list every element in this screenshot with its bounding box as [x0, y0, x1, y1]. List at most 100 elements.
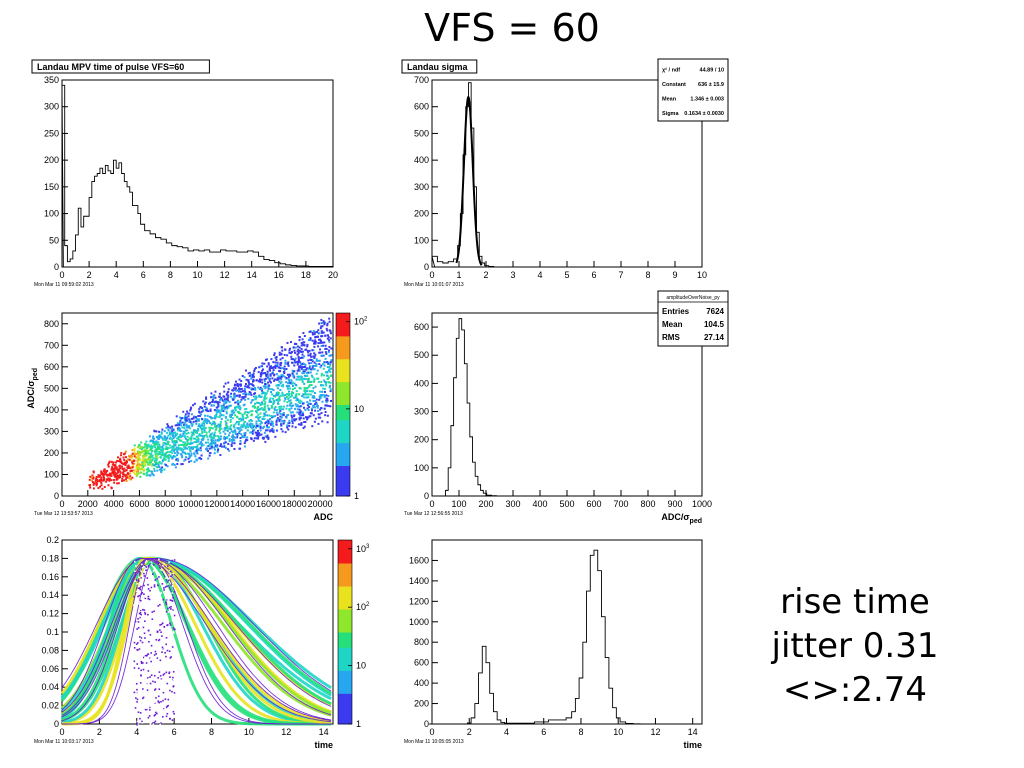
pulse-scatter: [152, 628, 154, 631]
pulse-scatter: [159, 723, 162, 726]
heatmap-cell: [143, 453, 146, 456]
heatmap-cell: [143, 468, 146, 471]
heatmap-cell: [297, 378, 300, 381]
heatmap-cell: [189, 442, 192, 445]
heatmap-cell: [138, 446, 141, 449]
heatmap-cell: [296, 411, 299, 414]
heatmap-cell: [290, 352, 293, 355]
heatmap-cell: [156, 456, 159, 459]
pulse-scatter: [141, 563, 143, 566]
heatmap-cell: [298, 359, 301, 362]
x-tick-label: 1000: [692, 499, 712, 509]
heatmap-cell: [121, 480, 124, 483]
heatmap-cell: [120, 452, 123, 455]
pulse-scatter: [138, 587, 141, 590]
heatmap-cell: [236, 394, 239, 397]
heatmap-cell: [212, 394, 215, 397]
pulse-scatter: [154, 711, 157, 714]
heatmap-cell: [327, 376, 330, 379]
heatmap-cell: [276, 417, 279, 420]
pulse-scatter: [133, 709, 135, 711]
heatmap-cell: [226, 429, 229, 432]
heatmap-cell: [147, 449, 150, 452]
pulse-scatter: [145, 587, 148, 590]
heatmap-cell: [184, 458, 187, 461]
pulse-scatter: [149, 589, 151, 592]
plot-pulses: 0 2 4 6 8 10 12 1400.020.040.060.080.10.120.140…: [34, 535, 334, 750]
heatmap-cell: [232, 387, 235, 390]
heatmap-cell: [198, 411, 201, 414]
heatmap-cell: [245, 438, 248, 441]
heatmap-cell: [143, 473, 146, 476]
heatmap-cell: [318, 398, 321, 401]
heatmap-cell: [200, 434, 203, 437]
heatmap-cell: [123, 458, 126, 461]
pulse-scatter: [149, 705, 151, 707]
heatmap-cell: [296, 345, 299, 348]
timestamp: Mon Mar 11 10:05:05 2013: [404, 739, 464, 745]
heatmap-cell: [290, 351, 293, 354]
heatmap-cell: [126, 475, 129, 478]
heatmap-cell: [305, 371, 308, 374]
pulse-scatter: [144, 611, 146, 614]
heatmap-cell: [296, 375, 299, 378]
subscript: ped: [690, 518, 702, 525]
y-tick-label: 0: [424, 262, 429, 272]
x-tick-label: 2: [87, 270, 92, 280]
heatmap-cell: [216, 400, 219, 403]
pulse-scatter: [138, 663, 140, 666]
heatmap-cell: [323, 407, 326, 410]
heatmap-cell: [113, 474, 116, 477]
heatmap-cell: [292, 375, 295, 378]
heatmap-cell: [183, 431, 186, 434]
heatmap-cell: [107, 477, 110, 480]
heatmap-cell: [148, 461, 151, 464]
heatmap-cell: [234, 432, 237, 435]
heatmap-cell: [310, 355, 313, 358]
heatmap-cell: [202, 400, 205, 403]
heatmap-cell: [309, 330, 312, 333]
heatmap-cell: [239, 439, 242, 442]
heatmap-cell: [244, 408, 247, 411]
x-tick-label: 800: [640, 499, 655, 509]
heatmap-cell: [294, 361, 297, 364]
heatmap-cell: [267, 377, 270, 380]
colorbar-segment: [338, 578, 352, 587]
heatmap-cell: [181, 426, 184, 429]
heatmap-cell: [157, 435, 160, 438]
heatmap-cell: [145, 468, 148, 471]
heatmap-cell: [300, 377, 303, 380]
heatmap-cell: [163, 437, 166, 440]
heatmap-cell: [288, 419, 291, 422]
heatmap-cell: [281, 419, 284, 422]
pulse-scatter: [165, 623, 168, 625]
heatmap-cell: [318, 332, 321, 335]
pulse-scatter: [167, 611, 170, 613]
heatmap-cell: [327, 361, 330, 364]
heatmap-cell: [268, 380, 271, 383]
heatmap-cell: [303, 388, 306, 391]
heatmap-cell: [313, 357, 316, 360]
heatmap-cell: [184, 429, 187, 432]
pulse-scatter: [140, 674, 142, 677]
heatmap-cell: [162, 454, 165, 457]
heatmap-cell: [304, 364, 307, 367]
heatmap-cell: [227, 442, 230, 445]
heatmap-cell: [308, 362, 311, 365]
heatmap-cell: [180, 418, 183, 421]
heatmap-cell: [177, 429, 180, 432]
pulse-scatter: [166, 679, 169, 681]
heatmap-cell: [151, 454, 154, 457]
heatmap-cell: [188, 446, 191, 449]
pulse-scatter: [151, 691, 154, 694]
heatmap-cell: [225, 425, 228, 428]
pulse-scatter: [133, 595, 135, 598]
heatmap-cell: [277, 400, 280, 403]
heatmap-cell: [324, 344, 327, 347]
heatmap-cell: [298, 386, 301, 389]
heatmap-cell: [309, 338, 312, 341]
heatmap-cell: [254, 426, 257, 429]
heatmap-cell: [326, 329, 329, 332]
heatmap-cell: [295, 399, 298, 402]
heatmap-cell: [127, 464, 130, 467]
